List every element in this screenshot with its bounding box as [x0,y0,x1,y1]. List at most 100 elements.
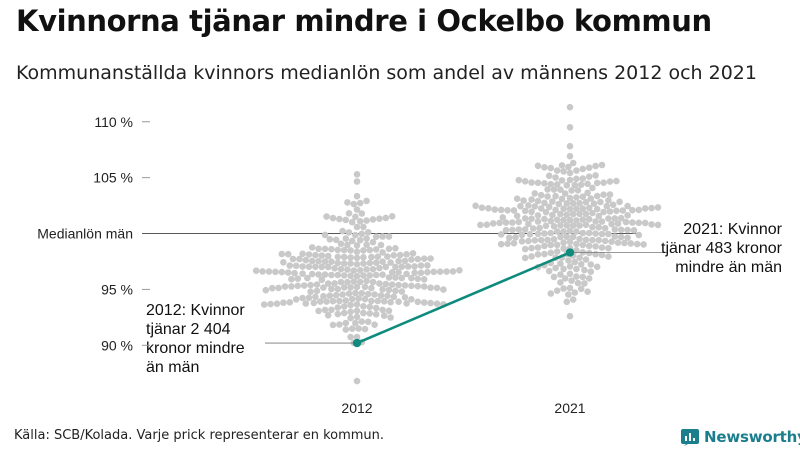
highlight-line [356,251,571,345]
beeswarm-dot [600,208,607,216]
beeswarm-dot [641,205,649,212]
beeswarm-dot [344,199,351,206]
highlight-point-2012 [352,338,362,348]
beeswarm-dot [534,162,542,170]
beeswarm-dot [585,164,593,171]
beeswarm-dot [334,285,342,293]
beeswarm-dot [369,238,377,246]
beeswarm-dot [521,254,529,262]
beeswarm-dot [395,281,402,289]
beeswarm-dot [288,275,295,283]
beeswarm-dot [605,230,612,238]
beeswarm-dot [569,200,577,207]
beeswarm-dot [560,239,567,246]
brand-logo[interactable]: Newsworthy [680,426,800,448]
beeswarm-dot [518,231,526,239]
beeswarm-dot [371,321,378,329]
annotation-2021-line: 2021: Kvinnor [683,221,782,238]
beeswarm-dot [361,325,369,333]
beeswarm-dot [286,299,294,306]
beeswarm-dot [328,306,335,314]
beeswarm-dot [318,263,326,271]
beeswarm-dot [553,228,561,235]
beeswarm-dot [641,219,649,227]
beeswarm-dot [328,271,335,279]
beeswarm-dot [398,288,406,295]
beeswarm-dot [353,242,361,249]
beeswarm-dot [356,199,364,207]
beeswarm-dot [329,214,337,222]
beeswarm-dot [520,197,527,204]
beeswarm-dot [613,207,620,215]
beeswarm-dot [504,207,511,214]
beeswarm-dot [324,263,332,271]
beeswarm-dot [537,205,545,212]
beeswarm-dot [534,251,542,258]
beeswarm-dot [360,272,367,279]
beeswarm-dot [624,212,631,219]
beeswarm-dot [353,248,361,256]
beeswarm-dot [534,244,542,251]
beeswarm-dot [622,218,630,226]
beeswarm-dot [566,169,574,177]
beeswarm-dot [427,284,434,292]
beeswarm-dot [334,310,342,318]
beeswarm-dot [582,221,590,229]
highlight-point-2021 [565,248,575,257]
y-tick-label: 105 % [93,170,133,186]
beeswarm-dot [348,325,356,333]
beeswarm-dot [544,236,551,244]
beeswarm-dot [403,300,410,307]
beeswarm-dot [566,227,574,235]
beeswarm-dot [347,254,354,261]
beeswarm-dot [414,275,422,283]
beeswarm-dot [353,171,361,178]
beeswarm-dot [593,179,601,187]
beeswarm-dot [573,240,580,248]
beeswarm-dot [348,237,356,245]
beeswarm-dot [549,211,556,219]
beeswarm-dot [292,262,300,270]
beeswarm-dot [574,187,582,194]
beeswarm-dot [326,236,334,243]
beeswarm-dot [353,301,361,308]
beeswarm-dot [489,220,497,227]
beeswarm-dot [324,252,332,260]
beeswarm-dot [525,202,532,209]
beeswarm-dot [344,241,351,249]
annotation-2012-line: kronor mindre [146,340,245,357]
beeswarm-dot [321,245,329,253]
beeswarm-dot [589,223,596,231]
beeswarm-dot [563,211,571,218]
beeswarm-dot [566,263,574,270]
beeswarm-dot [555,200,563,208]
beeswarm-dot [504,240,511,247]
beeswarm-dot [515,226,523,233]
beeswarm-dot [288,283,295,290]
beeswarm-dot [557,271,564,278]
beeswarm-dot [320,292,327,300]
beeswarm-dot [573,247,580,254]
beeswarm-dot [566,194,574,202]
beeswarm-dot [590,200,598,207]
beeswarm-dot [420,283,428,290]
beeswarm-dot [336,297,343,305]
beeswarm-dot [608,220,615,228]
beeswarm-dot [382,263,390,271]
beeswarm-dot [353,377,361,385]
beeswarm-dot [364,290,372,298]
beeswarm-dot [573,265,580,273]
beeswarm-dot [372,259,380,267]
beeswarm-dot [420,299,428,306]
beeswarm-dot [553,181,561,188]
beeswarm-dot [350,200,358,208]
beeswarm-dot [385,274,393,281]
beeswarm-dot [600,179,607,186]
beeswarm-dot [547,164,555,172]
beeswarm-dot [553,287,561,295]
beeswarm-dot [609,201,617,209]
beeswarm-dot [571,289,579,296]
beeswarm-dot [259,268,266,275]
beeswarm-dot [557,233,564,241]
beeswarm-dot [529,225,537,232]
